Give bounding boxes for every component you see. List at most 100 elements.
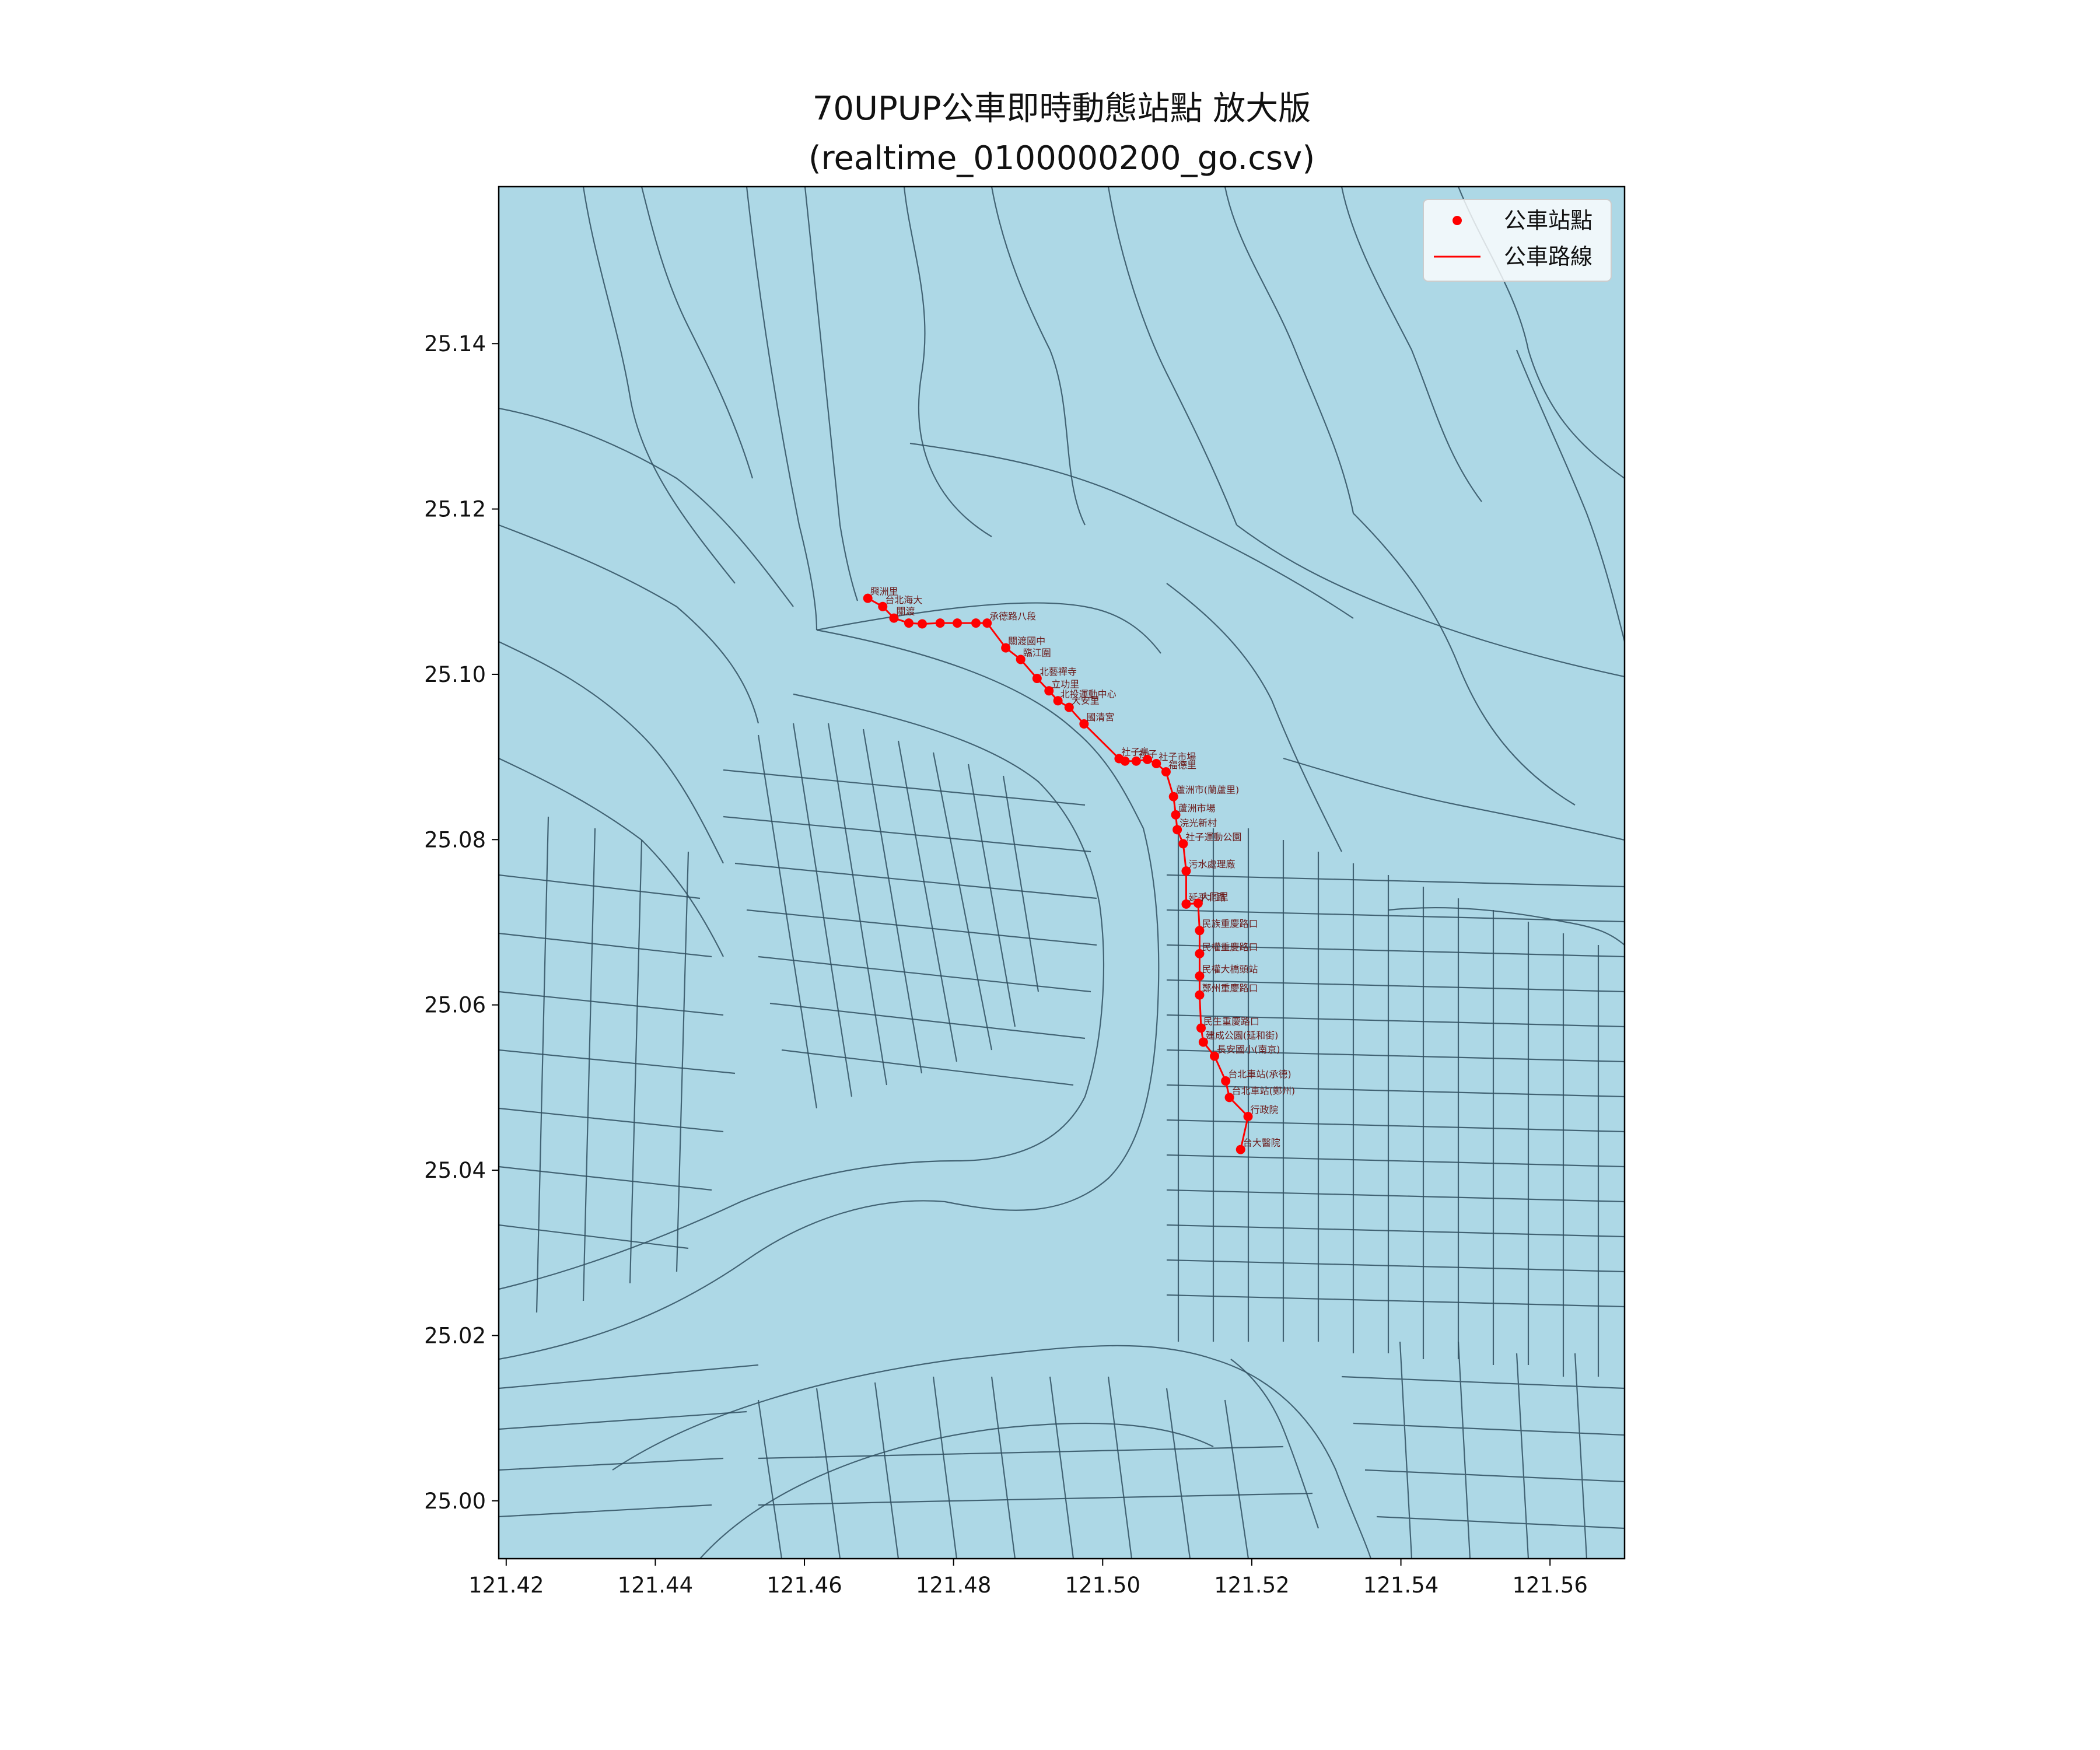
bus-stop-marker[interactable] [1131,756,1141,766]
bus-stop-marker[interactable] [1044,686,1054,696]
bus-stop-marker[interactable] [917,619,927,629]
bus-stop-marker[interactable] [1064,702,1074,712]
boundary-line [903,187,992,537]
bus-stop-marker[interactable] [1193,898,1203,908]
bus-stop-marker[interactable] [1181,899,1191,909]
bus-stop-marker[interactable] [878,601,888,611]
river-bank-south [499,693,1104,1290]
bus-stop-label: 民族重慶路口 [1202,918,1258,929]
bus-stop-label: 福德里 [1168,760,1196,771]
plot-frame [498,186,1626,1560]
boundary-line [582,187,736,584]
bus-stop-marker[interactable] [1016,654,1026,664]
y-tick-label: 25.10 [424,662,486,687]
bus-stop-marker[interactable] [1001,643,1011,653]
river-bank-lower [612,1345,1372,1559]
bus-stop-label: 興洲里 [870,586,898,597]
bus-stop-marker[interactable] [1120,756,1130,766]
bus-stop-label: 建成公園(延和街) [1206,1030,1279,1041]
boundary-line [909,442,1354,619]
bus-stop-label: 蘆洲市場 [1178,803,1216,814]
bus-stop-marker[interactable] [1032,674,1042,684]
bus-stop-marker[interactable] [1181,866,1191,876]
bus-stop-marker[interactable] [1195,926,1205,936]
bus-stop-marker[interactable] [1171,810,1181,820]
south-grid [1341,1341,1625,1559]
bus-stop-label: 大安里 [1072,695,1100,706]
boundary-line [1388,907,1625,946]
legend-label-stops: 公車站點 [1504,208,1592,233]
x-tick-label: 121.50 [1065,1573,1140,1598]
city-grid [1166,874,1625,1308]
river-bank-lower-2 [699,1422,1214,1559]
bus-stop-label: 鄭州重慶路口 [1202,983,1258,994]
bus-stop-marker[interactable] [971,618,981,628]
bus-stop-marker[interactable] [1172,825,1182,835]
south-grid [1230,1359,1320,1529]
south-grid [758,1446,1313,1506]
boundary-line [1353,513,1576,806]
bus-stop-marker[interactable] [1221,1076,1231,1086]
bus-stop-marker[interactable] [1236,1144,1245,1154]
y-axis: 25.00 25.02 25.04 25.06 25.08 25.10 25.12 25.14 [424,331,499,1514]
river-bank-north [499,629,1160,1360]
bus-stop-label: 社子 [1139,749,1157,760]
boundary-line [1340,187,1482,502]
bus-stop-label: 社子市場 [1158,751,1196,762]
bus-stop-marker[interactable] [1196,1023,1206,1033]
bus-stop-label: 國清宮 [1086,712,1114,723]
bus-stop-marker[interactable] [1161,767,1171,777]
bus-stop-marker[interactable] [1168,792,1178,802]
legend: 公車站點 公車路線 [1423,199,1612,282]
bus-stop-marker[interactable] [904,618,914,628]
bus-stop-marker[interactable] [1195,971,1205,981]
bus-stop-marker[interactable] [1053,696,1063,706]
bus-stop-label: 行政院 [1251,1104,1279,1115]
south-grid [757,1376,1250,1559]
bus-stop-label: 台北車站(承德) [1228,1069,1292,1080]
boundary-line [499,524,760,724]
bus-stop-label: 民權重慶路口 [1202,942,1258,953]
bus-stop-marker[interactable] [1198,1037,1208,1047]
bus-stop-marker[interactable] [1224,1093,1234,1102]
bus-stop-label: 蘆洲市(蘭蘆里) [1176,785,1239,796]
bus-stop-marker[interactable] [1178,839,1188,849]
bus-stop-label: 北藝禪寺 [1040,666,1077,677]
bus-stop-label: 社子島 [1121,746,1149,757]
bus-stop-marker[interactable] [1142,754,1152,764]
bus-stop-marker[interactable] [863,593,873,603]
south-grid [499,1364,759,1518]
boundary-line [640,187,754,479]
bus-stop-label: 承德路八段 [989,611,1036,622]
bus-stop-marker[interactable] [1243,1111,1253,1121]
west-grid [536,816,690,1313]
y-tick-label: 25.04 [424,1158,486,1183]
bus-stop-label: 大同里 [1200,891,1228,902]
chart-title-line2: (realtime_0100000200_go.csv) [808,139,1315,177]
bus-stop-label: 民權大橋頭站 [1202,964,1258,975]
district-boundaries [499,187,1625,1559]
bus-stop-label: 立功里 [1051,678,1079,690]
bus-stop-label: 台北海大 [885,594,922,606]
bus-stop-marker[interactable] [1210,1051,1220,1061]
x-tick-label: 121.56 [1512,1573,1587,1598]
bus-stop-marker[interactable] [1195,990,1205,1000]
bus-stop-marker[interactable] [935,618,945,628]
boundary-line [1283,757,1625,841]
bus-stop-marker[interactable] [953,618,963,628]
bus-stop-label: 關渡 [896,606,915,617]
bus-stop-label: 台北車站(鄭州) [1232,1085,1296,1096]
bus-stop-label: 臨江圍 [1023,647,1051,658]
bus-stop-marker[interactable] [1152,758,1161,768]
chart-title-line1: 70UPUP公車即時動態站點 放大版 [813,90,1311,128]
bus-stop-marker[interactable] [1195,949,1205,958]
boundary-line [1224,187,1354,514]
bus-stop-marker[interactable] [889,613,899,623]
west-grid [723,769,1097,1086]
river-bank-north-channel-2 [804,187,859,601]
bus-stop-marker[interactable] [982,618,992,628]
west-grid [499,874,736,1250]
bus-stop-marker[interactable] [1079,719,1089,729]
